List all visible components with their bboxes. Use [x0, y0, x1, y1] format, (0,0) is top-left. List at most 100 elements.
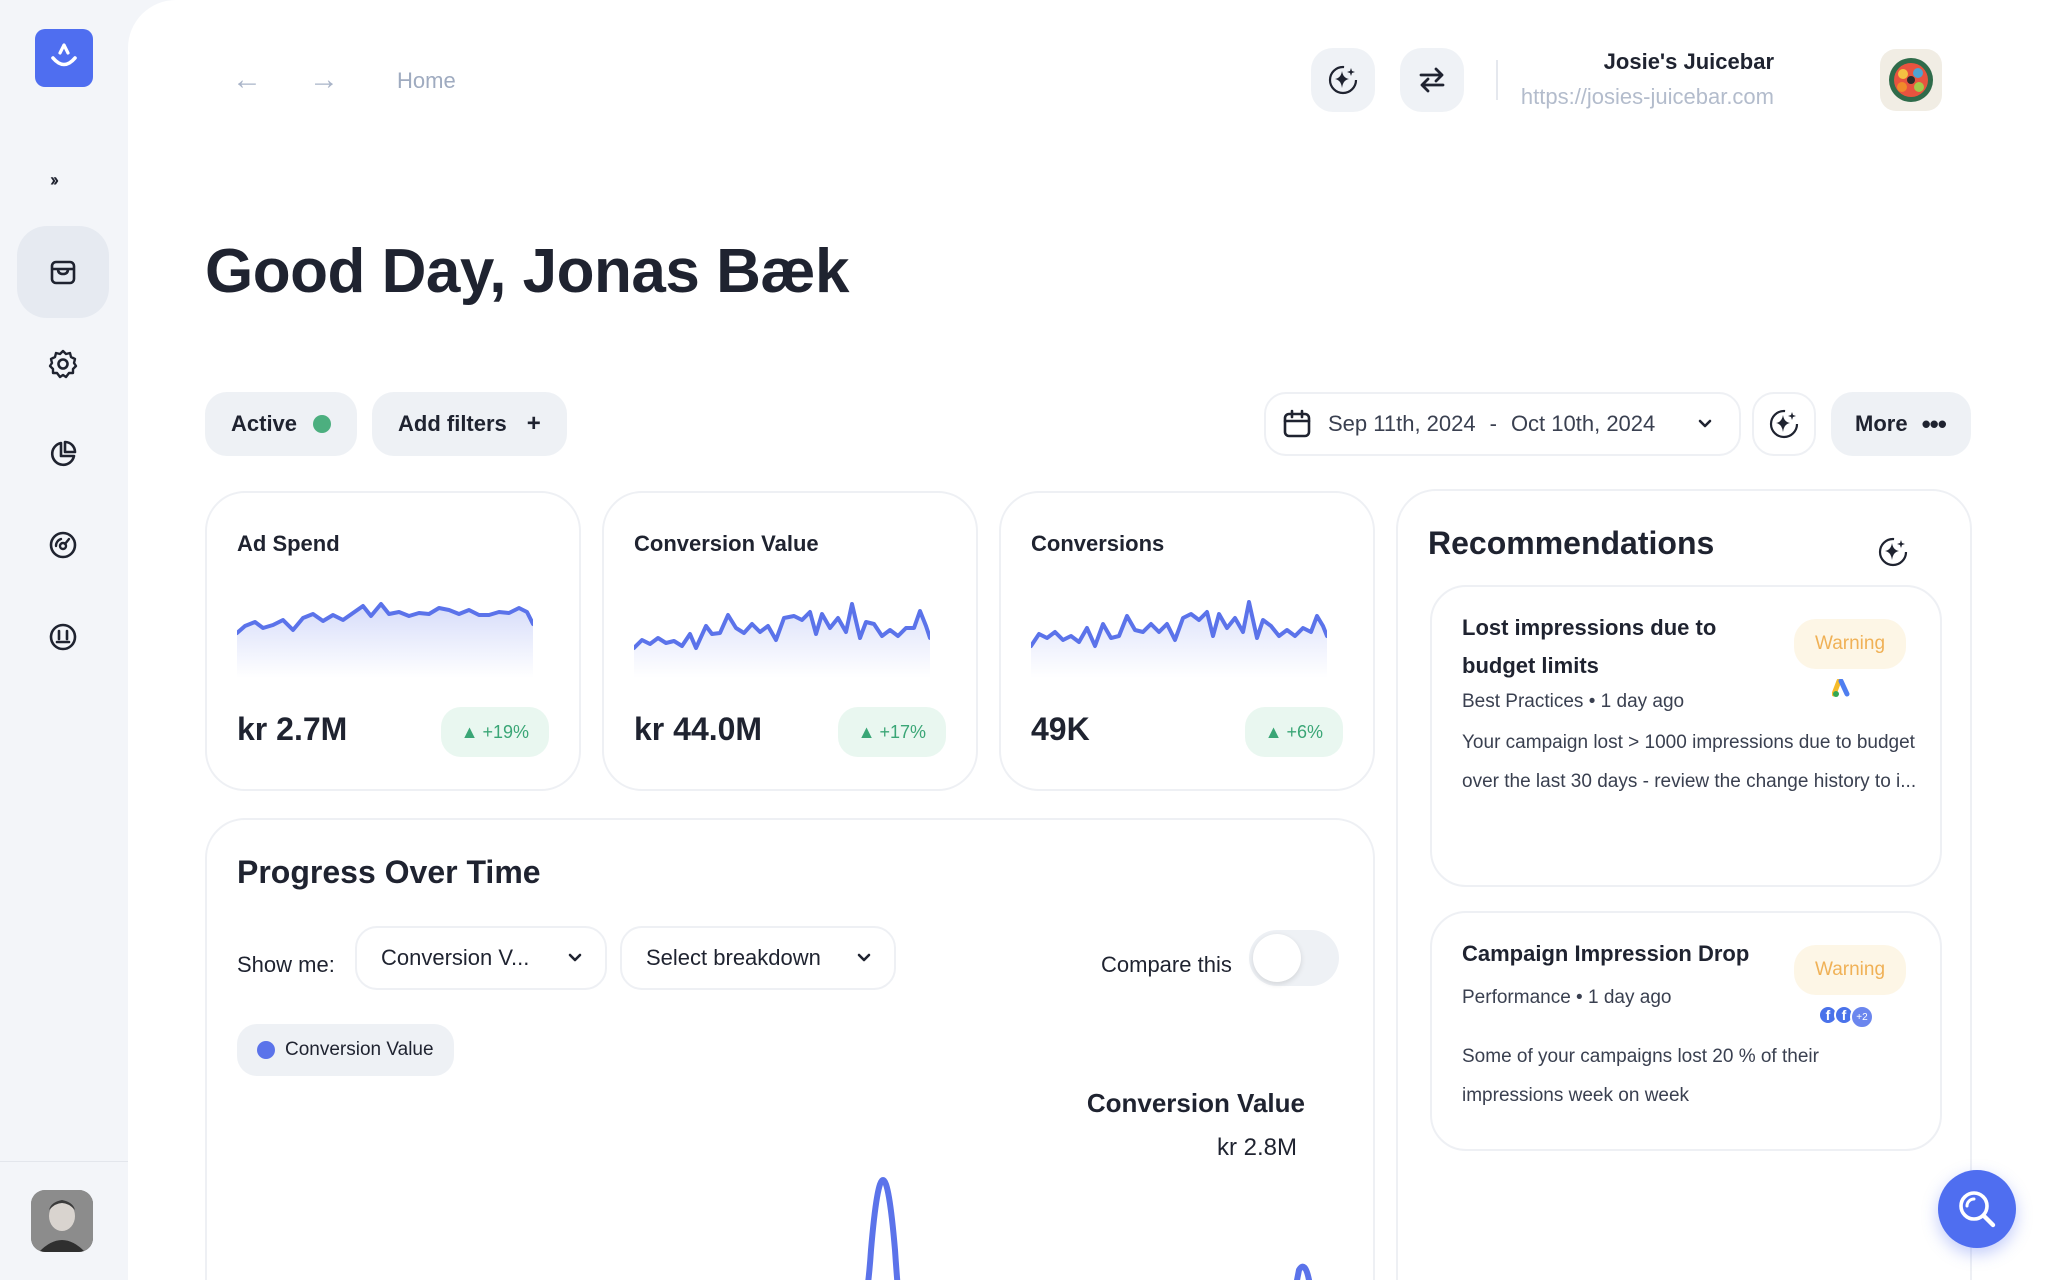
kpi-value: kr 44.0M: [634, 711, 763, 747]
sparkle-icon[interactable]: [1876, 535, 1910, 569]
active-status-dot: [313, 415, 332, 433]
nav-creatives[interactable]: [17, 591, 109, 683]
breadcrumb[interactable]: Home: [397, 68, 456, 93]
status-filter-active[interactable]: Active: [205, 392, 357, 456]
sparkline-ad-spend: [237, 602, 533, 678]
recommendation-time: 1 day ago: [1588, 987, 1672, 1008]
kpi-title: Conversion Value: [634, 531, 819, 556]
kpi-value: 49K: [1031, 711, 1090, 747]
switch-account-button[interactable]: [1400, 48, 1464, 112]
recommendation-title: Lost impressions due to budget limits: [1462, 615, 1717, 678]
compare-label: Compare this: [1101, 952, 1232, 977]
chart-tooltip-title: Conversion Value: [1086, 1088, 1305, 1118]
recommendations-title: Recommendations: [1428, 525, 1715, 561]
plus-icon: +: [526, 410, 541, 437]
chevron-down-icon: [568, 953, 582, 962]
breakdown-select-value: Select breakdown: [646, 945, 821, 970]
sidebar: ››: [0, 0, 128, 1280]
nav-settings[interactable]: [17, 318, 109, 410]
user-avatar[interactable]: [31, 1190, 93, 1252]
kpi-title: Conversions: [1031, 531, 1165, 556]
metric-select[interactable]: Conversion V...: [355, 926, 607, 990]
recommendation-body: Some of your campaigns lost 20 % of thei…: [1462, 1046, 1819, 1106]
kpi-value: kr 2.7M: [237, 711, 348, 747]
kpi-delta-badge: ▲ +6%: [1244, 707, 1343, 757]
gauge-icon: [49, 531, 77, 559]
metric-select-value: Conversion V...: [381, 945, 530, 970]
platform-icons: f f +2: [1818, 1005, 1874, 1029]
ai-assistant-button[interactable]: [1311, 48, 1375, 112]
legend-dot: [257, 1041, 275, 1059]
legend-label: Conversion Value: [285, 1039, 434, 1060]
ai-insights-button[interactable]: [1752, 392, 1816, 456]
status-filter-label: Active: [231, 411, 298, 436]
kpi-delta-badge: ▲ +17%: [837, 707, 946, 757]
recommendation-category: Performance: [1462, 987, 1571, 1008]
juicebar-logo-icon: [1889, 58, 1933, 102]
kpi-delta-value: +6%: [1286, 721, 1323, 742]
add-filters-label: Add filters: [398, 411, 507, 436]
smile-logo-icon: [51, 43, 77, 67]
up-triangle-icon: ▲: [857, 721, 876, 742]
show-me-label: Show me:: [237, 952, 335, 977]
legend-chip[interactable]: Conversion Value: [237, 1024, 454, 1076]
app-logo[interactable]: [35, 29, 93, 87]
search-assistant-button[interactable]: [1938, 1170, 2016, 1248]
warning-badge: Warning: [1794, 619, 1906, 669]
google-ads-icon: [1832, 679, 1850, 697]
compare-toggle[interactable]: [1249, 930, 1339, 986]
recommendation-card[interactable]: Lost impressions due to budget limits Be…: [1430, 585, 1942, 887]
facebook-icon: f: [1818, 1005, 1838, 1025]
more-platforms-badge: +2: [1850, 1005, 1874, 1029]
recommendation-meta: Performance • 1 day ago: [1462, 987, 1672, 1008]
more-label: More: [1855, 411, 1908, 436]
swap-arrows-icon: [1419, 67, 1445, 93]
kpi-title: Ad Spend: [237, 531, 340, 556]
kpi-delta-value: +17%: [879, 721, 926, 742]
nav-reports[interactable]: [17, 408, 109, 500]
kpi-delta-badge: ▲ +19%: [440, 707, 549, 757]
recommendation-category: Best Practices: [1462, 691, 1584, 712]
more-button[interactable]: More •••: [1831, 392, 1971, 456]
user-photo-icon: [31, 1190, 93, 1252]
kpi-card-conversions[interactable]: Conversions 49K ▲ +6%: [999, 491, 1375, 791]
date-separator: -: [1489, 411, 1497, 436]
section-title: Progress Over Time: [237, 854, 541, 890]
recommendation-card[interactable]: Campaign Impression Drop Performance • 1…: [1430, 911, 1942, 1151]
kpi-card-conversion-value[interactable]: Conversion Value kr 44.0M ▲ +17%: [602, 491, 978, 791]
progress-line-chart: [865, 1176, 1313, 1280]
page-title: Good Day, Jonas Bæk: [205, 237, 849, 306]
sparkline-conversions: [1031, 600, 1327, 678]
toggle-knob: [1253, 934, 1301, 982]
main-panel: ← → Home Josie's Juicebar https://josies…: [128, 0, 2048, 1280]
sparkle-icon: [1328, 65, 1358, 95]
gear-icon: [48, 349, 78, 379]
recommendations-panel: Recommendations Lost impressions due to …: [1396, 489, 1972, 1280]
breakdown-select[interactable]: Select breakdown: [620, 926, 896, 990]
sparkline-conversion-value: [634, 602, 930, 678]
add-filters-button[interactable]: Add filters +: [372, 392, 567, 456]
back-arrow-icon[interactable]: ←: [232, 63, 262, 96]
account-name[interactable]: Josie's Juicebar: [1603, 49, 1774, 74]
nav-performance[interactable]: [17, 499, 109, 591]
pie-chart-icon: [50, 440, 77, 467]
chart-tooltip-value: kr 2.8M: [1216, 1134, 1297, 1161]
account-url[interactable]: https://josies-juicebar.com: [1520, 84, 1774, 109]
forward-arrow-icon[interactable]: →: [309, 63, 339, 96]
nav-store[interactable]: [17, 226, 109, 318]
sidebar-divider: [0, 1161, 128, 1162]
kpi-delta-value: +19%: [482, 721, 529, 742]
chevron-down-icon: [857, 953, 871, 962]
date-end: Oct 10th, 2024: [1510, 411, 1656, 436]
recommendation-meta: Best Practices • 1 day ago: [1462, 691, 1685, 712]
recommendation-body: Your campaign lost > 1000 impressions du…: [1462, 732, 1917, 792]
date-range-picker[interactable]: Sep 11th, 2024 - Oct 10th, 2024: [1264, 392, 1741, 456]
warning-badge: Warning: [1794, 945, 1906, 995]
expand-sidebar-button[interactable]: ››: [50, 170, 59, 190]
recommendation-time: 1 day ago: [1600, 691, 1685, 712]
topbar-divider: [1496, 60, 1498, 100]
recommendation-title: Campaign Impression Drop: [1462, 941, 1750, 966]
account-avatar[interactable]: [1880, 49, 1942, 111]
chevron-down-icon: [1698, 419, 1712, 428]
kpi-card-ad-spend[interactable]: Ad Spend kr 2.7M ▲ +19%: [205, 491, 581, 791]
